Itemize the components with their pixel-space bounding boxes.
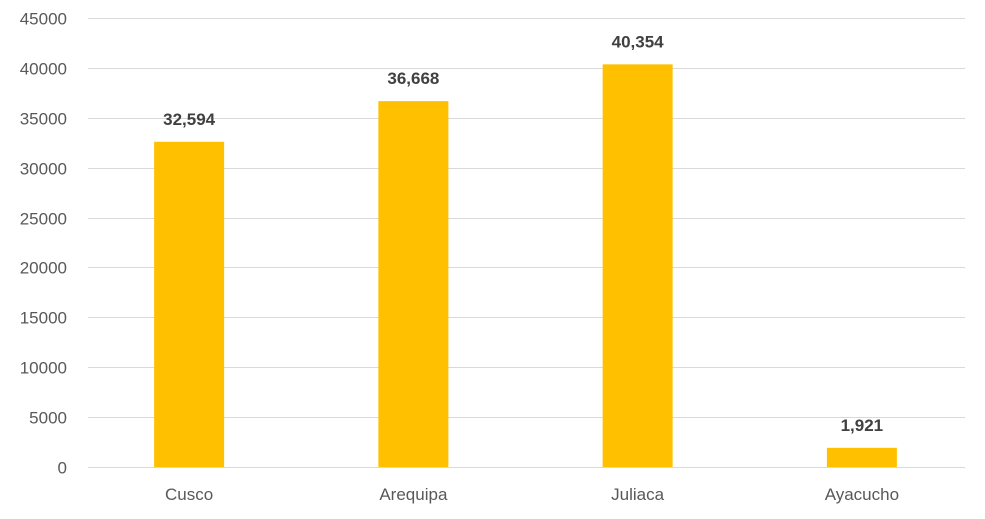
bar — [602, 64, 673, 468]
y-tick-label: 35000 — [20, 110, 67, 129]
y-axis-tick-labels: 0 5000 10000 15000 20000 25000 30000 35000 40000… — [20, 10, 67, 478]
bar — [378, 101, 449, 468]
y-tick-label: 30000 — [20, 160, 67, 179]
x-tick-label: Arequipa — [379, 485, 448, 504]
y-tick-label: 5000 — [29, 409, 67, 428]
y-tick-label: 10000 — [20, 359, 67, 378]
gridlines — [88, 18, 965, 468]
y-tick-label: 25000 — [20, 210, 67, 229]
y-tick-label: 40000 — [20, 60, 67, 79]
x-tick-label: Ayacucho — [825, 485, 899, 504]
y-tick-label: 0 — [58, 459, 67, 478]
data-label: 1,921 — [841, 416, 884, 435]
x-tick-label: Juliaca — [611, 485, 664, 504]
y-tick-label: 20000 — [20, 259, 67, 278]
x-axis-tick-labels: Cusco Arequipa Juliaca Ayacucho — [165, 485, 899, 504]
bar — [154, 141, 225, 468]
data-label: 40,354 — [612, 32, 665, 51]
data-label: 36,668 — [387, 69, 439, 88]
bar — [826, 447, 897, 467]
data-labels: 32,594 36,668 40,354 1,921 — [163, 32, 883, 434]
x-tick-label: Cusco — [165, 485, 213, 504]
bars — [154, 64, 897, 468]
y-tick-label: 15000 — [20, 309, 67, 328]
data-label: 32,594 — [163, 110, 216, 129]
y-tick-label: 45000 — [20, 10, 67, 29]
